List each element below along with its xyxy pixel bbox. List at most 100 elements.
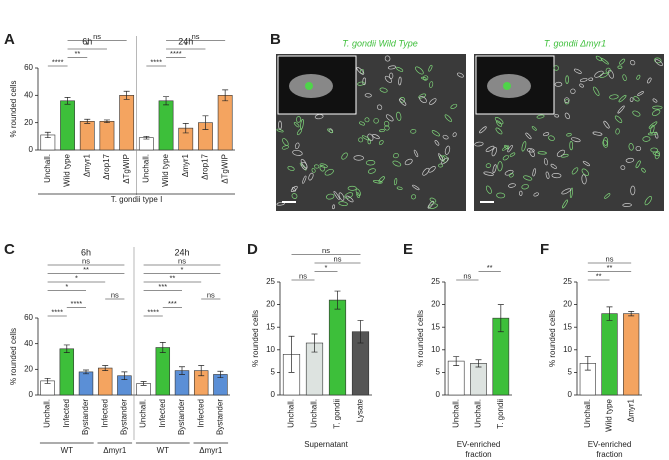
cell bbox=[413, 149, 419, 158]
x-tick-label: T. gondii bbox=[496, 399, 505, 429]
x-tick-label: Unchall. bbox=[43, 399, 52, 428]
cell bbox=[620, 165, 626, 170]
cell bbox=[319, 163, 328, 168]
cell bbox=[642, 136, 651, 142]
cell bbox=[525, 132, 532, 140]
error-bar bbox=[202, 115, 209, 130]
cell bbox=[654, 59, 663, 66]
cell bbox=[379, 87, 388, 93]
bracket-label: ** bbox=[169, 273, 175, 282]
error-bar bbox=[102, 365, 109, 371]
cell bbox=[411, 194, 417, 200]
cell bbox=[604, 193, 611, 199]
cell bbox=[495, 127, 503, 135]
cell bbox=[356, 192, 360, 198]
bar bbox=[138, 137, 154, 151]
error-bar bbox=[143, 135, 150, 140]
bar bbox=[59, 348, 75, 396]
x-tick-label: Infected bbox=[100, 399, 109, 427]
cell bbox=[290, 185, 298, 192]
error-bar bbox=[84, 118, 91, 124]
cell bbox=[637, 91, 644, 96]
x-tick-label: Unchall. bbox=[474, 399, 483, 428]
bracket-label: **** bbox=[150, 57, 162, 66]
cell bbox=[422, 75, 429, 81]
cell bbox=[502, 155, 509, 161]
bracket-label: ** bbox=[74, 49, 80, 58]
cell bbox=[571, 167, 579, 175]
cell bbox=[521, 141, 527, 152]
group-title: 6h bbox=[82, 36, 92, 46]
cell bbox=[509, 173, 514, 178]
error-bar bbox=[311, 333, 318, 353]
error-bar bbox=[334, 290, 341, 310]
y-axis-label: % rounded cells bbox=[251, 310, 260, 367]
bar bbox=[601, 313, 618, 396]
cell bbox=[378, 140, 384, 145]
cell bbox=[603, 136, 609, 146]
bracket-label: ns bbox=[299, 271, 307, 280]
cell bbox=[654, 57, 662, 64]
cell bbox=[647, 77, 652, 84]
cell bbox=[396, 111, 402, 121]
cell bbox=[521, 184, 529, 190]
bracket-label: ns bbox=[463, 271, 471, 280]
bar bbox=[470, 363, 487, 396]
cell bbox=[296, 128, 303, 136]
bracket-label: * bbox=[181, 265, 184, 274]
y-tick-label: 0 bbox=[29, 145, 34, 154]
cell bbox=[356, 67, 365, 75]
x-tick-label: T. gondii bbox=[333, 399, 342, 429]
group-label: WT bbox=[61, 446, 74, 455]
cell bbox=[652, 105, 663, 110]
cells bbox=[276, 55, 663, 210]
x-tick-label: Unchall. bbox=[43, 154, 52, 183]
cell bbox=[359, 121, 365, 126]
cell bbox=[438, 163, 444, 168]
x-axis-label: fraction bbox=[465, 450, 491, 459]
cell bbox=[641, 167, 646, 173]
error-bar bbox=[606, 306, 613, 321]
cell bbox=[332, 204, 336, 210]
cell bbox=[603, 120, 610, 129]
error-bar bbox=[103, 119, 110, 124]
cell bbox=[635, 160, 641, 169]
cell bbox=[392, 160, 402, 167]
cell bbox=[564, 97, 570, 103]
cell bbox=[452, 132, 457, 138]
cell bbox=[341, 152, 348, 160]
cell bbox=[292, 149, 303, 156]
y-axis-label: % rounded cells bbox=[9, 81, 18, 138]
cell bbox=[595, 55, 603, 62]
bracket-label: ** bbox=[607, 263, 613, 272]
cell bbox=[566, 133, 572, 137]
y-tick-label: 20 bbox=[431, 300, 440, 309]
bracket-label: **** bbox=[147, 307, 159, 316]
panel-letter: B bbox=[270, 31, 281, 48]
cell bbox=[554, 81, 563, 87]
error-bar bbox=[121, 371, 128, 380]
cell bbox=[625, 157, 635, 163]
panel-letter: D bbox=[247, 241, 258, 258]
error-bar bbox=[475, 359, 482, 368]
x-tick-label: Infected bbox=[196, 399, 205, 427]
cell bbox=[474, 141, 484, 147]
cell bbox=[365, 159, 376, 166]
cell bbox=[565, 75, 569, 84]
x-tick-label: Bystander bbox=[177, 399, 186, 435]
cell bbox=[618, 94, 627, 103]
bracket-label: ns bbox=[111, 290, 119, 299]
cell bbox=[429, 98, 437, 105]
cell bbox=[636, 74, 641, 80]
y-tick-label: 10 bbox=[431, 345, 440, 354]
x-tick-label: Wild type bbox=[161, 153, 170, 186]
bar bbox=[97, 367, 113, 396]
cell bbox=[379, 129, 385, 133]
y-tick-label: 40 bbox=[24, 90, 33, 99]
bar bbox=[155, 347, 171, 396]
y-tick-label: 0 bbox=[568, 390, 573, 399]
error-bar bbox=[163, 96, 170, 106]
y-tick-label: 25 bbox=[266, 277, 275, 286]
cell bbox=[338, 201, 348, 207]
